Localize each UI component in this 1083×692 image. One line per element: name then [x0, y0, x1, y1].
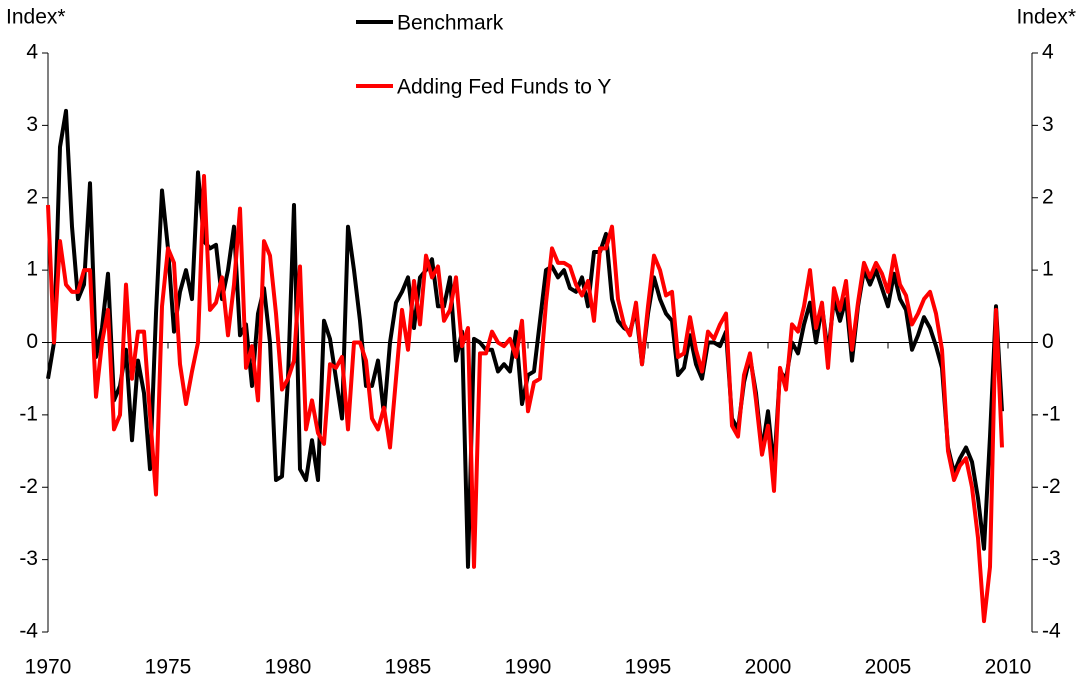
y-tick-label: -4	[19, 620, 38, 643]
x-tick-label: 2010	[985, 656, 1032, 679]
x-tick-label: 1975	[145, 656, 192, 679]
x-tick-label: 2005	[865, 656, 912, 679]
x-tick-label: 1970	[25, 656, 72, 679]
y2-tick-label: -3	[1042, 547, 1061, 570]
y2-tick-label: -4	[1042, 620, 1061, 643]
y2-tick-label: 4	[1042, 41, 1054, 64]
series-line	[46, 174, 1004, 624]
y2-tick-label: 2	[1042, 185, 1054, 208]
y-tick-label: 3	[26, 113, 38, 136]
legend-label: Benchmark	[397, 12, 504, 35]
x-tick-label: 1995	[625, 656, 672, 679]
legend-label: Adding Fed Funds to Y	[397, 76, 611, 99]
x-tick-label: 1990	[505, 656, 552, 679]
y2-tick-label: 0	[1042, 330, 1054, 353]
x-tick-label: 2000	[745, 656, 792, 679]
x-tick-label: 1985	[385, 656, 432, 679]
y-tick-label: -3	[19, 547, 38, 570]
x-tick-label: 1980	[265, 656, 312, 679]
y-tick-label: 1	[26, 258, 38, 281]
y-tick-label: -1	[19, 402, 38, 425]
y2-axis-label: Index*	[1016, 6, 1076, 29]
y-tick-label: -2	[19, 475, 38, 498]
y2-tick-label: -1	[1042, 402, 1061, 425]
y2-tick-label: -2	[1042, 475, 1061, 498]
y-axis-label: Index*	[6, 6, 66, 29]
y2-tick-label: 1	[1042, 258, 1054, 281]
y-tick-label: 0	[26, 330, 38, 353]
y-tick-label: 4	[26, 41, 38, 64]
y-tick-label: 2	[26, 185, 38, 208]
y2-tick-label: 3	[1042, 113, 1054, 136]
